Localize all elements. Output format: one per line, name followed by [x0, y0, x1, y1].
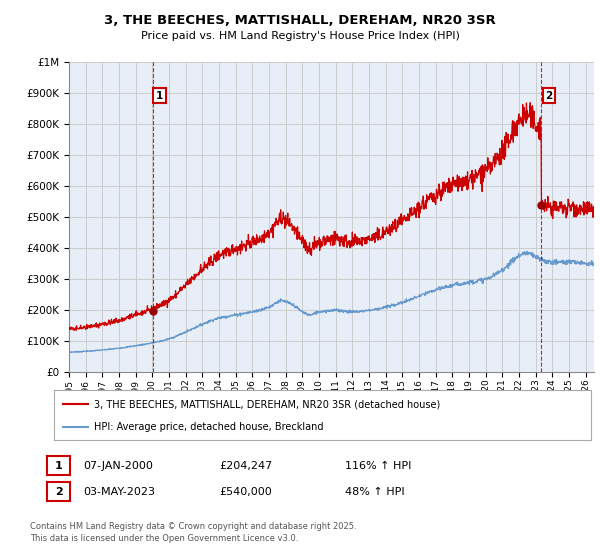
Text: 1: 1: [156, 91, 163, 101]
Text: 1: 1: [55, 461, 62, 471]
Text: £204,247: £204,247: [219, 461, 272, 471]
Text: 116% ↑ HPI: 116% ↑ HPI: [345, 461, 412, 471]
Text: Contains HM Land Registry data © Crown copyright and database right 2025.
This d: Contains HM Land Registry data © Crown c…: [30, 522, 356, 543]
Text: 07-JAN-2000: 07-JAN-2000: [83, 461, 152, 471]
Text: 48% ↑ HPI: 48% ↑ HPI: [345, 487, 404, 497]
Text: 3, THE BEECHES, MATTISHALL, DEREHAM, NR20 3SR: 3, THE BEECHES, MATTISHALL, DEREHAM, NR2…: [104, 14, 496, 27]
Text: Price paid vs. HM Land Registry's House Price Index (HPI): Price paid vs. HM Land Registry's House …: [140, 31, 460, 41]
Text: £540,000: £540,000: [219, 487, 272, 497]
Text: HPI: Average price, detached house, Breckland: HPI: Average price, detached house, Brec…: [94, 422, 324, 432]
Text: 2: 2: [55, 487, 62, 497]
Text: 2: 2: [545, 91, 553, 101]
Text: 03-MAY-2023: 03-MAY-2023: [83, 487, 155, 497]
Text: 3, THE BEECHES, MATTISHALL, DEREHAM, NR20 3SR (detached house): 3, THE BEECHES, MATTISHALL, DEREHAM, NR2…: [94, 399, 440, 409]
